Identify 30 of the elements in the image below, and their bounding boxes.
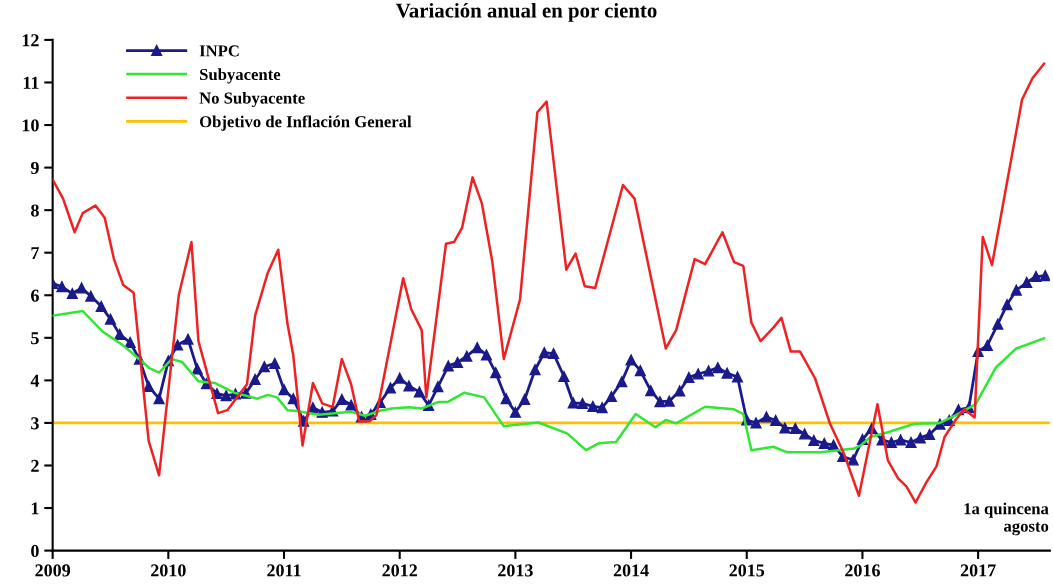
y-tick-label: 8 — [31, 204, 39, 217]
y-tick-label: 7 — [31, 247, 40, 259]
x-tick-label: 2014 — [613, 564, 649, 577]
x-tick-label: 2009 — [35, 564, 71, 577]
y-tick-label: 11 — [23, 76, 39, 89]
x-tick-label: 2015 — [729, 564, 765, 577]
x-tick-label: 2012 — [382, 564, 417, 577]
legend-label: Subyacente — [200, 68, 281, 84]
x-tick-label: 2017 — [960, 564, 996, 577]
y-tick-label: 12 — [22, 34, 39, 47]
line-series — [52, 309, 1046, 454]
legend-label: INPC — [199, 45, 239, 57]
legend-label: Objetivo de Inflación General — [199, 115, 412, 131]
y-tick-label: 4 — [30, 374, 40, 387]
legend-label: No Subyacente — [199, 91, 305, 108]
y-tick-label: 5 — [31, 332, 39, 345]
x-tick-label: 2013 — [498, 564, 533, 577]
y-tick-label: 2 — [31, 459, 39, 472]
x-tick-label: 2016 — [845, 564, 880, 577]
y-tick-label: 6 — [31, 289, 39, 302]
annotation: 1a quincena agosto — [964, 502, 1049, 536]
x-tick-label: 2011 — [267, 564, 301, 577]
x-tick-label: 2010 — [151, 564, 186, 577]
y-tick-label: 10 — [22, 119, 39, 132]
y-tick-label: 0 — [31, 544, 39, 558]
chart-title: Variación anual en por ciento — [395, 2, 657, 22]
line-series — [52, 62, 1046, 504]
y-tick-label: 9 — [30, 161, 39, 175]
y-tick-label: 1 — [31, 502, 39, 515]
y-tick-label: 3 — [31, 417, 39, 430]
